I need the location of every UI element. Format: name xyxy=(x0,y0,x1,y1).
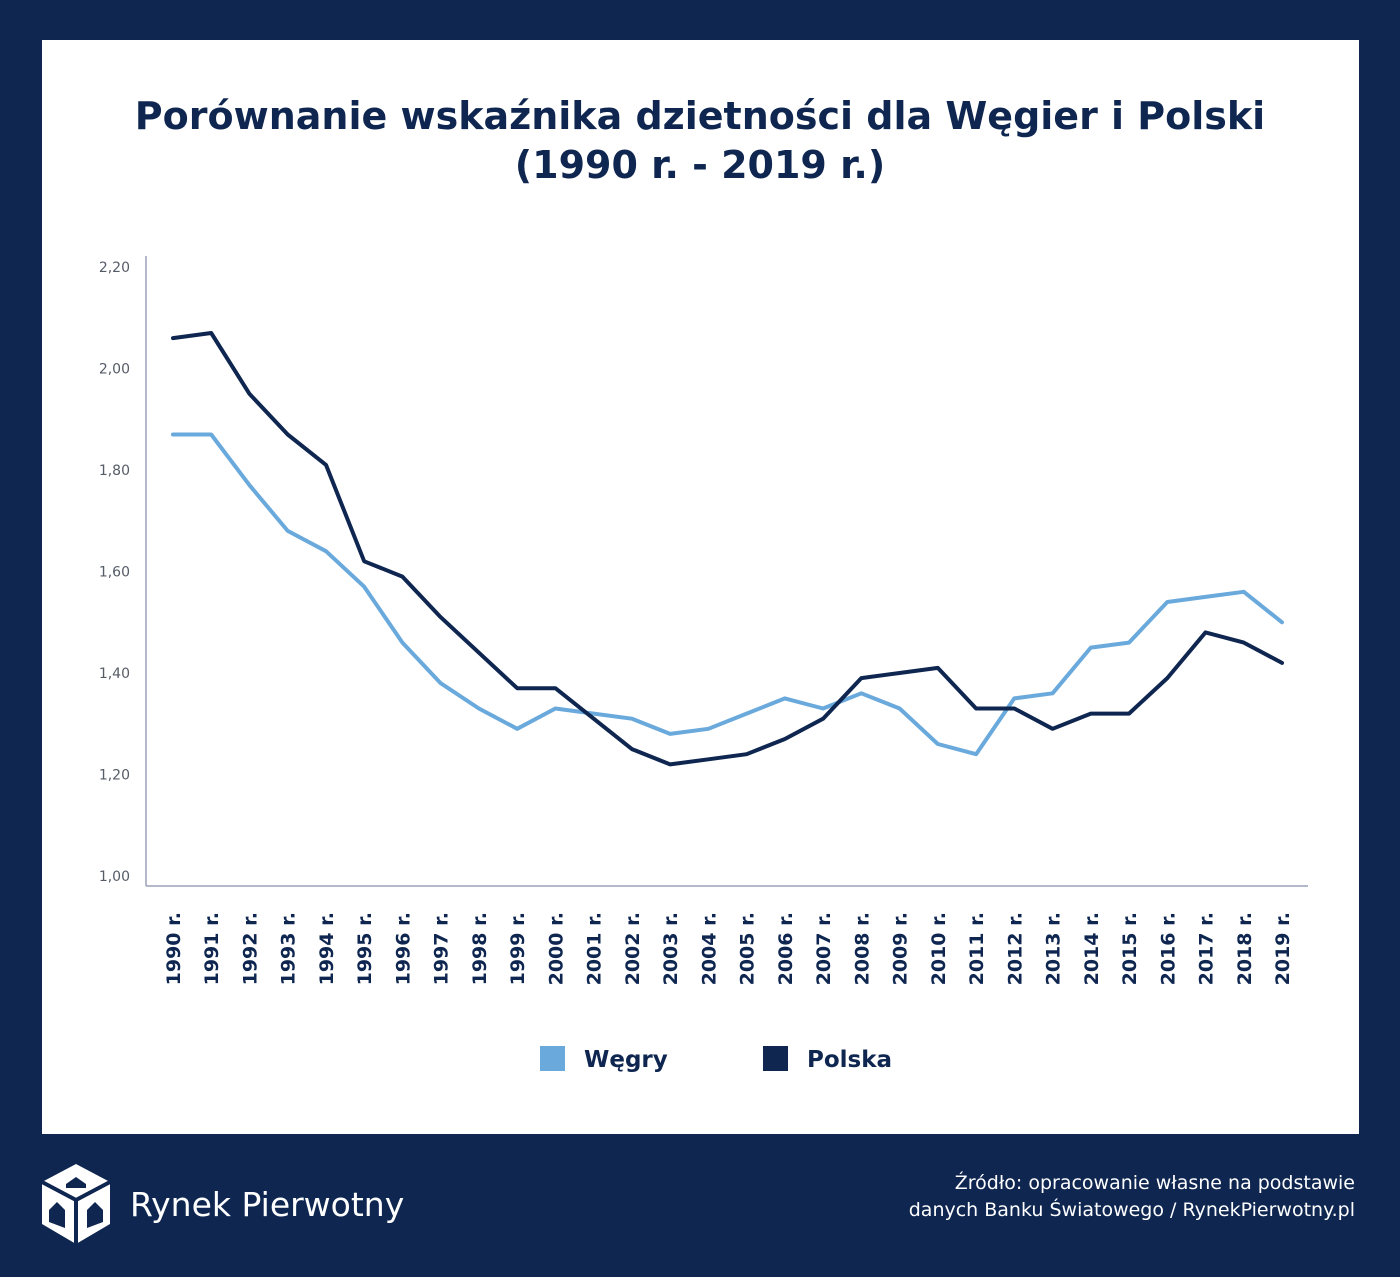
x-tick-label: 2001 r. xyxy=(584,912,606,985)
y-tick-label: 1,40 xyxy=(99,666,130,682)
legend-swatch xyxy=(540,1046,565,1071)
x-tick-label: 2013 r. xyxy=(1043,912,1065,985)
x-tick-label: 2006 r. xyxy=(775,912,797,985)
series-line-węgry xyxy=(171,432,1284,757)
source-note: Źródło: opracowanie własne na podstawie … xyxy=(655,1170,1355,1224)
chart-title-line-2: (1990 r. - 2019 r.) xyxy=(514,143,886,187)
x-tick-label: 1993 r. xyxy=(278,912,300,985)
x-tick-label: 1990 r. xyxy=(163,912,185,985)
x-tick-labels: 1990 r. 1991 r. 1992 r. 1993 r. 1994 r. 1995 … xyxy=(163,912,1294,985)
source-line-1: Źródło: opracowanie własne na podstawie xyxy=(954,1172,1355,1194)
legend-label: Węgry xyxy=(584,1047,668,1073)
chart-title-line-1: Porównanie wskaźnika dzietności dla Węgi… xyxy=(134,94,1266,138)
x-tick-label: 2019 r. xyxy=(1272,912,1294,985)
x-tick-label: 2018 r. xyxy=(1234,912,1256,985)
x-tick-label: 2011 r. xyxy=(966,912,988,985)
x-tick-label: 2015 r. xyxy=(1119,912,1141,985)
x-tick-label: 2003 r. xyxy=(660,912,682,985)
y-tick-label: 2,00 xyxy=(99,362,130,378)
brand-name: Rynek Pierwotny xyxy=(130,1184,405,1224)
y-tick-labels: 1,00 1,20 1,40 1,60 1,80 2,00 2,20 xyxy=(99,260,130,885)
x-tick-label: 2010 r. xyxy=(928,912,950,985)
x-tick-label: 2014 r. xyxy=(1081,912,1103,985)
x-tick-label: 2002 r. xyxy=(622,912,644,985)
chart-card xyxy=(42,40,1359,1134)
x-tick-label: 2008 r. xyxy=(851,912,873,985)
chart-legend: Węgry Polska xyxy=(540,1046,892,1073)
x-tick-label: 2009 r. xyxy=(890,912,912,985)
x-tick-label: 2004 r. xyxy=(698,912,720,985)
house-cube-logo-icon xyxy=(41,1164,111,1244)
x-tick-label: 1998 r. xyxy=(469,912,491,985)
x-tick-label: 2000 r. xyxy=(545,912,567,985)
x-tick-label: 1992 r. xyxy=(239,912,261,985)
x-tick-label: 1991 r. xyxy=(201,912,223,985)
x-tick-label: 1995 r. xyxy=(354,912,376,985)
brand-logo: Rynek Pierwotny xyxy=(40,1162,404,1246)
x-tick-label: 2012 r. xyxy=(1004,912,1026,985)
x-tick-label: 1999 r. xyxy=(507,912,529,985)
x-tick-label: 1996 r. xyxy=(392,912,414,985)
legend-swatch xyxy=(763,1046,788,1071)
y-tick-label: 1,60 xyxy=(99,565,130,581)
x-tick-label: 2007 r. xyxy=(813,912,835,985)
x-tick-label: 2017 r. xyxy=(1196,912,1218,985)
x-tick-label: 1994 r. xyxy=(316,912,338,985)
source-line-2: danych Banku Światowego / RynekPierwotny… xyxy=(908,1199,1355,1221)
series-line-polska xyxy=(171,331,1284,767)
legend-label: Polska xyxy=(807,1047,892,1073)
y-tick-label: 1,80 xyxy=(99,463,130,479)
x-tick-label: 2016 r. xyxy=(1157,912,1179,985)
chart-title: Porównanie wskaźnika dzietności dla Węgi… xyxy=(0,92,1400,190)
x-tick-label: 1997 r. xyxy=(431,912,453,985)
x-tick-label: 2005 r. xyxy=(737,912,759,985)
y-tick-label: 1,20 xyxy=(99,768,130,784)
series-lines xyxy=(171,331,1284,767)
y-tick-label: 1,00 xyxy=(99,869,130,885)
y-tick-label: 2,20 xyxy=(99,260,130,276)
